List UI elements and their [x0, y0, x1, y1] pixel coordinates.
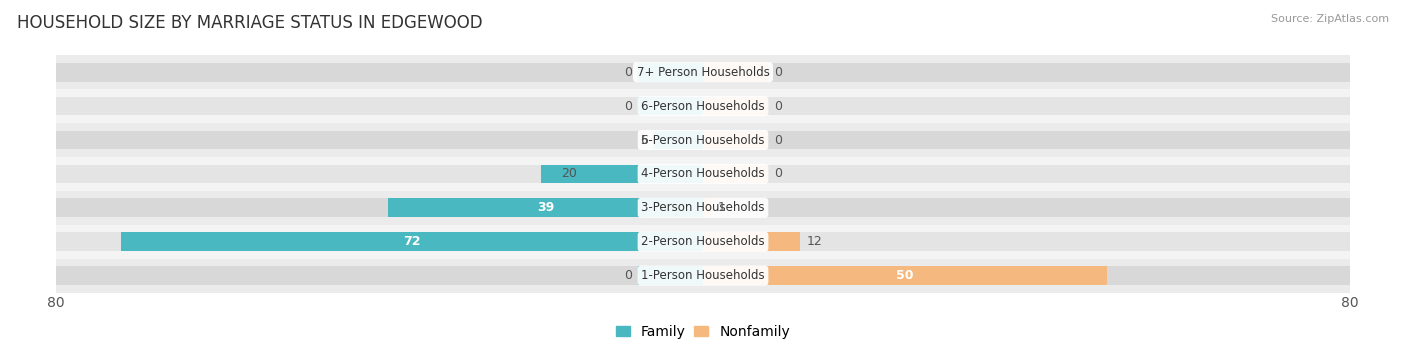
Bar	[638, 63, 703, 81]
Bar	[703, 198, 711, 217]
Bar	[56, 198, 1350, 217]
Text: 2-Person Households: 2-Person Households	[641, 235, 765, 248]
Text: Source: ZipAtlas.com: Source: ZipAtlas.com	[1271, 14, 1389, 24]
Bar	[703, 63, 768, 81]
Text: 1-Person Households: 1-Person Households	[641, 269, 765, 282]
Text: 0: 0	[775, 167, 782, 180]
Bar	[703, 266, 1108, 285]
Bar	[703, 165, 768, 183]
Text: HOUSEHOLD SIZE BY MARRIAGE STATUS IN EDGEWOOD: HOUSEHOLD SIZE BY MARRIAGE STATUS IN EDG…	[17, 14, 482, 32]
Text: 0: 0	[624, 100, 631, 113]
Text: 0: 0	[775, 66, 782, 79]
Bar	[56, 55, 1350, 89]
Bar	[56, 225, 1350, 259]
Bar	[638, 97, 703, 115]
Text: 50: 50	[897, 269, 914, 282]
Text: 0: 0	[624, 66, 631, 79]
Bar	[56, 259, 1350, 293]
Text: 0: 0	[775, 100, 782, 113]
Bar	[56, 266, 1350, 285]
Bar	[56, 97, 1350, 115]
Text: 0: 0	[775, 134, 782, 147]
Text: 6: 6	[640, 134, 648, 147]
Text: 72: 72	[404, 235, 420, 248]
Bar	[121, 233, 703, 251]
Bar	[56, 165, 1350, 183]
Text: 12: 12	[807, 235, 823, 248]
Bar	[56, 233, 1350, 251]
Text: 20: 20	[561, 167, 578, 180]
Bar	[56, 157, 1350, 191]
Bar	[541, 165, 703, 183]
Text: 0: 0	[624, 269, 631, 282]
Text: 6-Person Households: 6-Person Households	[641, 100, 765, 113]
Text: 3-Person Households: 3-Person Households	[641, 201, 765, 214]
Text: 39: 39	[537, 201, 554, 214]
Bar	[56, 191, 1350, 225]
Bar	[654, 131, 703, 149]
Text: 7+ Person Households: 7+ Person Households	[637, 66, 769, 79]
Bar	[56, 123, 1350, 157]
Bar	[56, 131, 1350, 149]
Bar	[703, 97, 768, 115]
Bar	[638, 266, 703, 285]
Text: 4-Person Households: 4-Person Households	[641, 167, 765, 180]
Bar	[56, 63, 1350, 81]
Bar	[703, 131, 768, 149]
Bar	[388, 198, 703, 217]
Text: 1: 1	[717, 201, 725, 214]
Bar	[56, 89, 1350, 123]
Legend: Family, Nonfamily: Family, Nonfamily	[616, 325, 790, 339]
Bar	[703, 233, 800, 251]
Text: 5-Person Households: 5-Person Households	[641, 134, 765, 147]
